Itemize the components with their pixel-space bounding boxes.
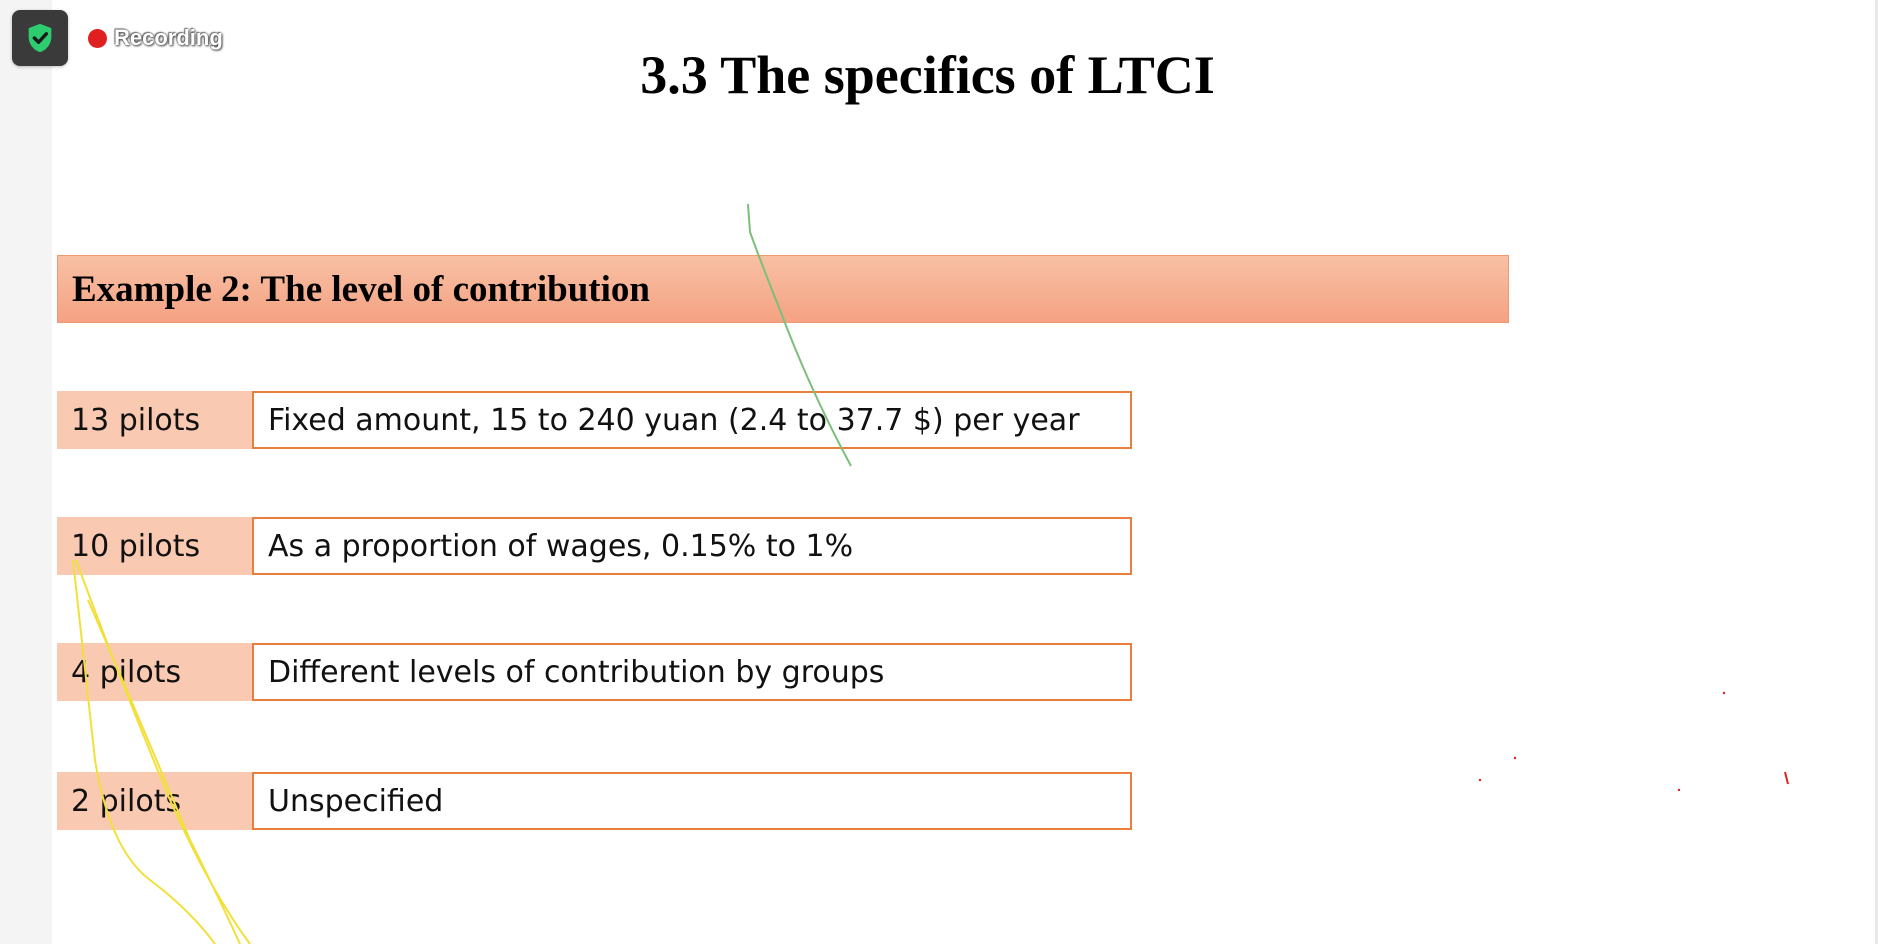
pilot-count-label: 2 pilots	[57, 772, 252, 830]
yellow-annotation-stroke	[75, 559, 251, 944]
contribution-description: Unspecified	[252, 772, 1132, 830]
yellow-annotation-stroke	[72, 559, 216, 944]
recording-dot-icon	[88, 28, 107, 48]
pilot-count-label: 10 pilots	[57, 517, 252, 575]
security-button[interactable]	[12, 10, 68, 66]
right-edge	[1875, 0, 1878, 944]
pilot-count-label: 4 pilots	[57, 643, 252, 701]
slide-title: 3.3 The specifics of LTCI	[640, 45, 1215, 105]
recording-label: Recording	[114, 25, 223, 50]
contribution-description: Different levels of contribution by grou…	[252, 643, 1132, 701]
pilot-count-label: 13 pilots	[57, 391, 252, 449]
recording-indicator[interactable]: Recording	[88, 24, 223, 52]
shield-check-icon	[28, 23, 52, 53]
red-annotation-dot	[1478, 778, 1482, 782]
section-header: Example 2: The level of contribution	[57, 255, 1509, 323]
red-annotation-dot	[1722, 691, 1726, 695]
contribution-description: As a proportion of wages, 0.15% to 1%	[252, 517, 1132, 575]
left-gutter	[0, 0, 52, 944]
red-annotation-mark	[1784, 771, 1789, 785]
red-annotation-dot	[1677, 788, 1681, 792]
red-annotation-dot	[1513, 756, 1517, 760]
contribution-description: Fixed amount, 15 to 240 yuan (2.4 to 37.…	[252, 391, 1132, 449]
